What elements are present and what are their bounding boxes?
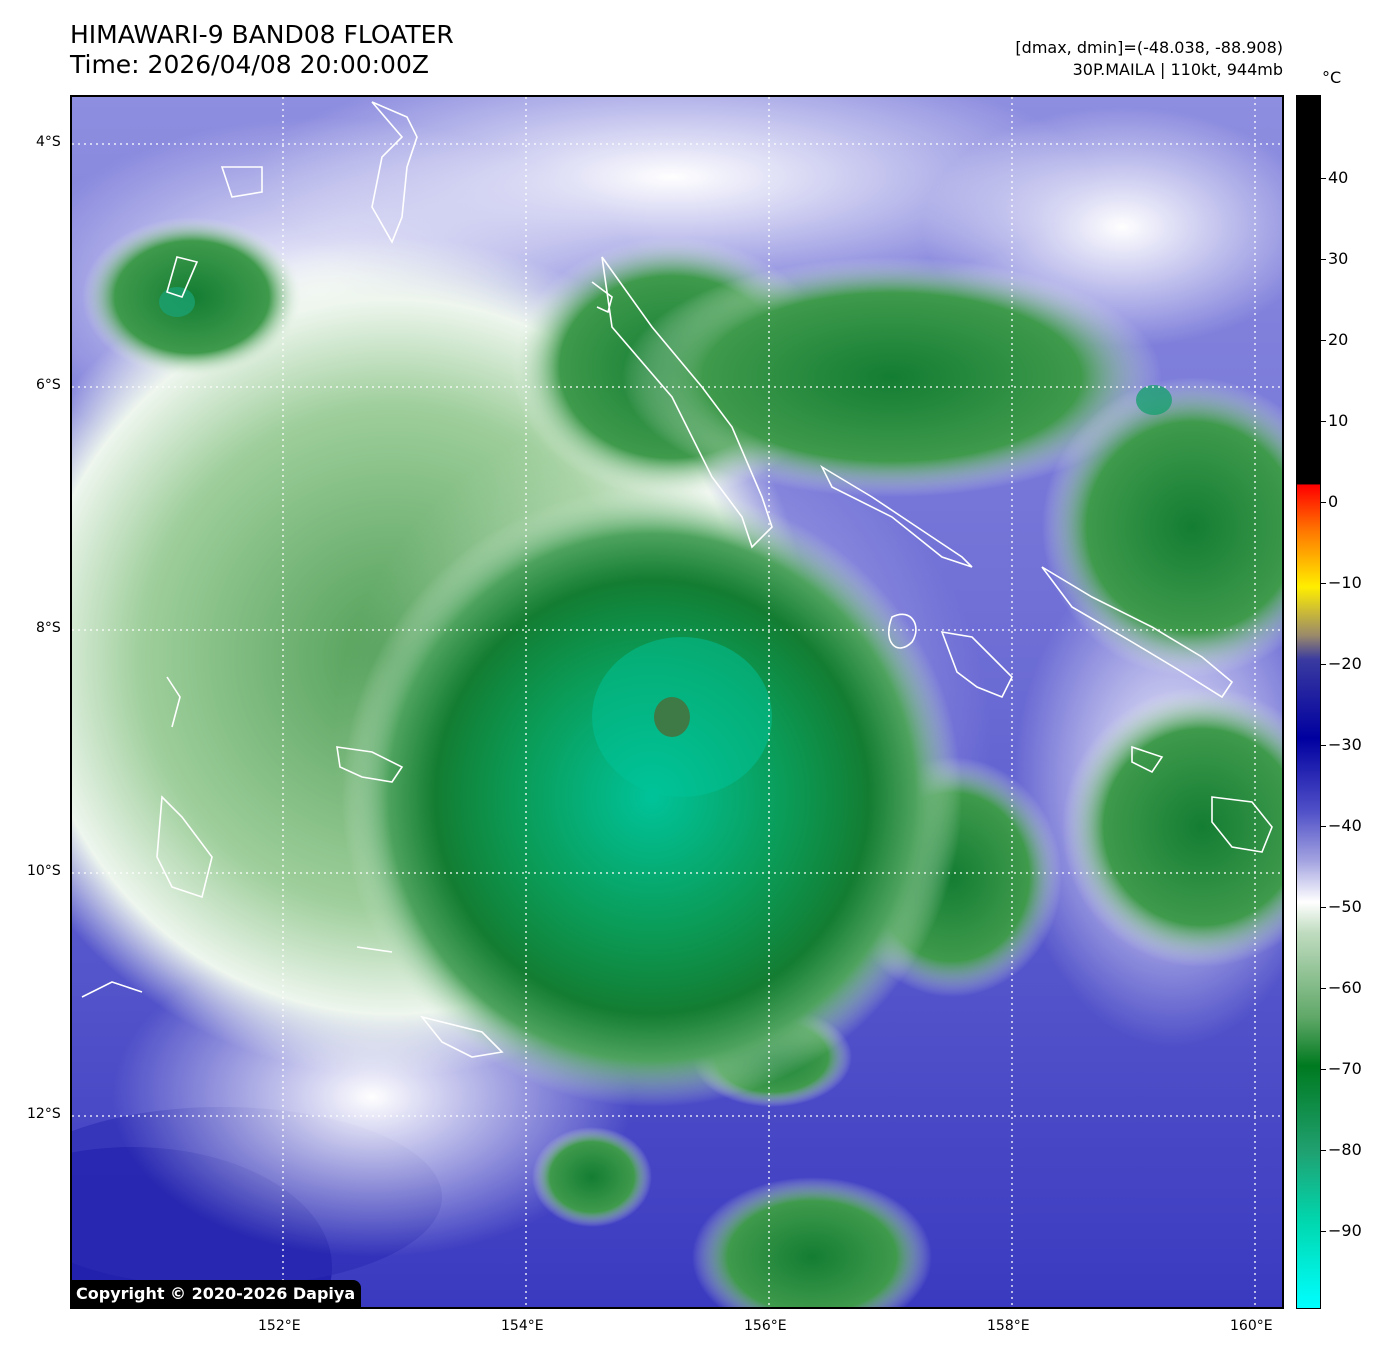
lat-label-8s: 8°S [36, 620, 61, 636]
colorbar-tick [1321, 178, 1326, 179]
colorbar-tick [1321, 583, 1326, 584]
colorbar-label: 30 [1328, 249, 1349, 268]
colorbar-label: −10 [1328, 573, 1362, 592]
lat-label-4s: 4°S [36, 134, 61, 150]
colorbar-tick [1321, 988, 1326, 989]
lat-label-12s: 12°S [27, 1106, 61, 1122]
copyright-badge: Copyright © 2020-2026 Dapiya [70, 1280, 362, 1307]
colorbar-tick [1321, 907, 1326, 908]
colorbar-label: −50 [1328, 897, 1362, 916]
title-line-1: HIMAWARI-9 BAND08 FLOATER [70, 20, 454, 49]
colorbar-tick [1321, 664, 1326, 665]
gridlines [72, 97, 1282, 1307]
colorbar-tick [1321, 340, 1326, 341]
colorbar-label: −40 [1328, 816, 1362, 835]
lat-label-6s: 6°S [36, 377, 61, 393]
colorbar-tick [1321, 1069, 1326, 1070]
colorbar-label: −20 [1328, 654, 1362, 673]
lon-label-154e: 154°E [501, 1318, 544, 1334]
satellite-imagery [72, 97, 1282, 1307]
title-line-2: Time: 2026/04/08 20:00:00Z [70, 50, 429, 79]
colorbar-tick [1321, 421, 1326, 422]
colorbar-tick [1321, 826, 1326, 827]
colorbar-label: 0 [1328, 492, 1339, 511]
lon-label-160e: 160°E [1230, 1318, 1273, 1334]
colorbar-tick [1321, 1231, 1326, 1232]
coastlines [81, 101, 1273, 1058]
colorbar-label: −90 [1328, 1221, 1362, 1240]
colorbar-tick [1321, 502, 1326, 503]
colorbar-label: −60 [1328, 978, 1362, 997]
colorbar-unit: °C [1322, 68, 1342, 87]
lon-label-158e: 158°E [987, 1318, 1030, 1334]
colorbar-label: −30 [1328, 735, 1362, 754]
lat-label-10s: 10°S [27, 863, 61, 879]
colorbar-tick [1321, 259, 1326, 260]
storm-text: 30P.MAILA | 110kt, 944mb [1072, 60, 1283, 79]
storm-meta: [dmax, dmin]=(-48.038, -88.908) 30P.MAIL… [1015, 37, 1283, 81]
map-title: HIMAWARI-9 BAND08 FLOATER Time: 2026/04/… [70, 20, 454, 80]
colorbar-tick [1321, 745, 1326, 746]
colorbar [1296, 95, 1321, 1309]
colorbar-label: 10 [1328, 411, 1349, 430]
colorbar-label: −80 [1328, 1140, 1362, 1159]
lon-label-152e: 152°E [258, 1318, 301, 1334]
colorbar-label: 40 [1328, 168, 1349, 187]
range-text: [dmax, dmin]=(-48.038, -88.908) [1015, 38, 1283, 57]
satellite-map[interactable] [70, 95, 1284, 1309]
colorbar-label: −70 [1328, 1059, 1362, 1078]
colorbar-tick [1321, 1150, 1326, 1151]
colorbar-label: 20 [1328, 330, 1349, 349]
lon-label-156e: 156°E [744, 1318, 787, 1334]
